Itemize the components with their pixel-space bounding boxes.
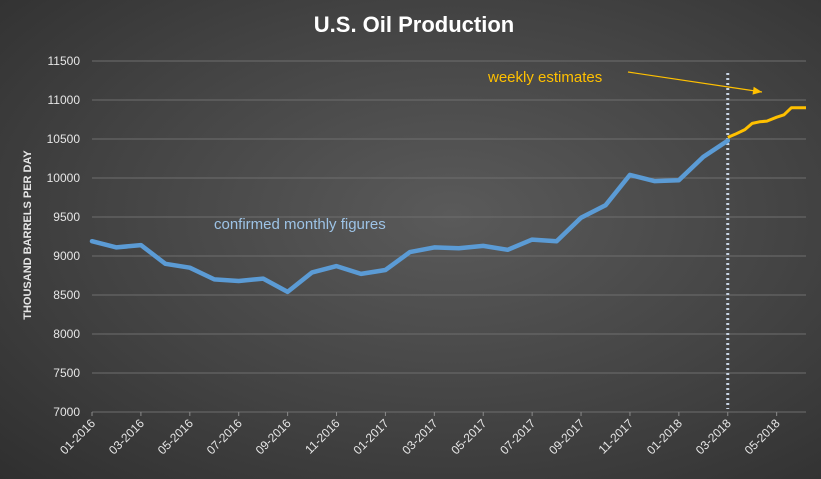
y-tick-label: 7500 [53,366,80,380]
annotation-arrow [627,71,763,95]
x-tick-label: 03-2018 [693,416,734,457]
x-tick-label: 05-2017 [448,416,489,457]
x-tick-label: 01-2016 [57,416,98,457]
x-tick-label: 05-2016 [155,416,196,457]
series-line-monthly [89,138,731,295]
x-tick-label: 01-2018 [644,416,685,457]
annotation-monthly: confirmed monthly figures [214,216,386,233]
y-tick-label: 7000 [53,405,80,419]
x-tick-label: 09-2016 [253,416,294,457]
arrow-head [752,86,762,95]
y-axis-label: THOUSAND BARRELS PER DAY [22,150,34,320]
y-tick-label: 10500 [47,132,81,146]
x-tick-label: 11-2016 [302,416,343,457]
x-tick-label: 01-2017 [351,416,392,457]
x-tick-label: 09-2017 [546,416,587,457]
y-tick-label: 8000 [53,327,80,341]
series-lines [89,73,806,409]
x-tick-label: 07-2016 [204,416,245,457]
y-tick-label: 11000 [48,93,81,107]
y-tick-labels: 7000 7500 8000 8500 9000 9500 10000 10500 11000 1… [47,54,81,419]
y-tick-label: 8500 [53,288,80,302]
annotation-weekly: weekly estimates [487,69,602,86]
x-tick-label: 03-2017 [399,416,440,457]
x-tick-label: 03-2016 [106,416,147,457]
gridlines [92,60,806,413]
arrow-shaft [627,71,763,93]
x-tick-label: 05-2018 [742,416,783,457]
chart-title: U.S. Oil Production [314,12,514,37]
y-tick-label: 10000 [47,171,81,185]
x-tick-labels: 01-2016 03-2016 05-2016 07-2016 09-2016 11-20… [57,412,783,457]
y-tick-label: 11500 [48,54,81,68]
x-tick-label: 11-2017 [596,416,637,457]
series-line-weekly [727,106,806,139]
y-tick-label: 9000 [53,249,80,263]
y-tick-label: 9500 [53,210,80,224]
x-tick-label: 07-2017 [497,416,538,457]
